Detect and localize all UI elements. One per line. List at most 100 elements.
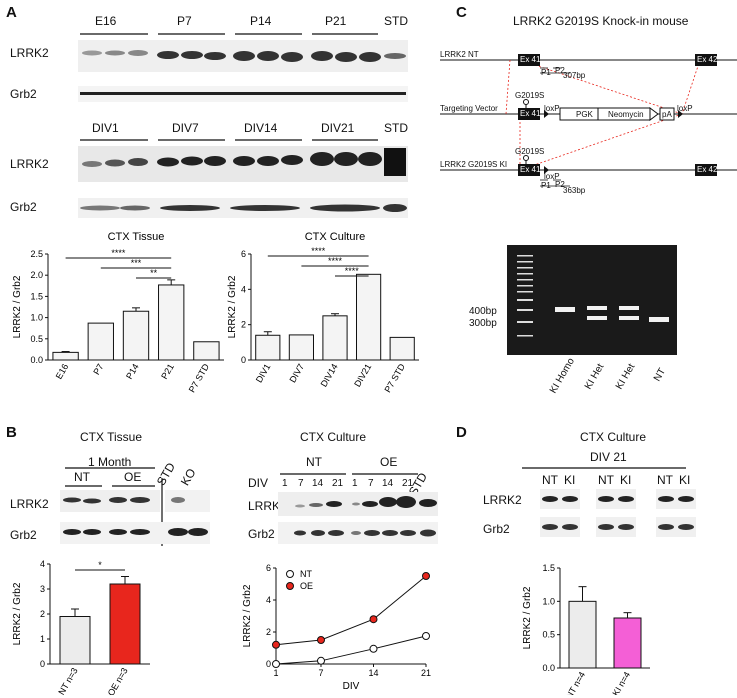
significance-label: ****: [345, 266, 360, 276]
bar: [356, 273, 382, 361]
c-307bp: 307bp: [563, 71, 586, 80]
y-tick-label: 4: [241, 284, 246, 294]
significance-label: ****: [311, 246, 326, 256]
bar: [193, 341, 220, 361]
panel-a-blots: [78, 33, 408, 218]
significance-label: ****: [328, 256, 343, 266]
b-nt-culture: NT: [306, 455, 322, 469]
x-tick-label: P7: [91, 362, 105, 377]
x-tick-label: 1: [273, 668, 278, 678]
legend-marker: [286, 582, 294, 590]
blot2-group-div14: DIV14: [244, 121, 278, 135]
y-tick-label: 0: [241, 355, 246, 365]
bar: [389, 336, 415, 361]
y-tick-label: 1: [40, 634, 45, 644]
blot1-group-std: STD: [384, 14, 408, 28]
c-gel-400bp: 400bp: [469, 306, 497, 317]
y-tick-label: 4: [266, 595, 271, 605]
y-axis-label: LRRK2 / Grb2: [227, 275, 238, 338]
legend-marker: [286, 570, 294, 578]
d-title: CTX Culture: [580, 430, 647, 444]
b-div-7a: 7: [298, 478, 304, 489]
blot1-group-p21: P21: [325, 14, 347, 28]
series-line: [275, 635, 427, 665]
y-tick-label: 2: [241, 320, 246, 330]
b-div-7b: 7: [368, 478, 374, 489]
y-axis-label: LRRK2 / Grb2: [242, 584, 253, 647]
significance-label: ****: [111, 248, 126, 258]
b-div-21b: 21: [402, 478, 414, 489]
b-oe-label: OE: [124, 470, 142, 484]
c-pgk: PGK: [576, 110, 593, 119]
x-tick-label: OE n=3: [106, 666, 130, 695]
x-tick-label: P14: [124, 362, 141, 381]
y-tick-label: 6: [241, 249, 246, 259]
c-g2019s-tv: G2019S: [515, 91, 545, 100]
series-line: [275, 575, 427, 646]
x-tick-label: 21: [421, 668, 431, 678]
c-title: LRRK2 G2019S Knock-in mouse: [513, 14, 689, 28]
significance-label: *: [98, 560, 102, 570]
c-ex41-tv: Ex 41: [520, 109, 541, 118]
b-div-1b: 1: [352, 478, 358, 489]
c-p1-nt: P1: [541, 68, 551, 77]
chart-d-bar: 0.0 0.5 1.0 1.5 LRRK2 / Grb2 NT n=4 KI n=4: [522, 563, 650, 695]
bar: [109, 583, 141, 665]
x-axis-label: DIV: [343, 681, 360, 692]
c-loxp-ki: loxP: [544, 172, 560, 181]
chart-title: CTX Culture: [305, 231, 366, 243]
chart-ctx-culture: CTX Culture 0 2 4 6 LRRK2 / Grb2 DIV1 DIV7 DIV14…: [227, 231, 419, 394]
y-tick-label: 2: [40, 609, 45, 619]
c-loxp-tv2: loxP: [677, 104, 693, 113]
bar: [255, 334, 281, 361]
c-construct-diagram: [440, 54, 737, 187]
blot2-group-div21: DIV21: [321, 121, 355, 135]
b-div-14b: 14: [382, 478, 394, 489]
y-tick-label: 0.5: [542, 630, 555, 640]
chart-b-tissue-bar: 0 1 2 3 4 LRRK2 / Grb2 NT n=3 OE n=3 *: [12, 559, 150, 695]
legend-label: OE: [300, 581, 313, 591]
x-tick-label: 14: [368, 668, 378, 678]
c-p2-nt: P2: [555, 66, 565, 75]
x-tick-label: DIV7: [287, 362, 306, 384]
x-tick-label: 7: [318, 668, 323, 678]
data-point: [369, 644, 378, 653]
b-one-month: 1 Month: [88, 455, 132, 469]
y-tick-label: 0.0: [30, 355, 43, 365]
blot1-group-p7: P7: [177, 14, 192, 28]
panel-d-letter: D: [456, 424, 467, 441]
x-tick-label: E16: [54, 362, 71, 381]
c-row-tv: Targeting Vector: [440, 104, 498, 113]
d-lane-ki-2: KI: [620, 473, 632, 487]
blot2-group-div1: DIV1: [92, 121, 119, 135]
c-lane-ki-het-1: KI Het: [583, 361, 607, 392]
legend-label: NT: [300, 569, 312, 579]
d-lane-ki-1: KI: [564, 473, 576, 487]
b-culture-blot: [278, 473, 438, 544]
data-point: [317, 656, 325, 665]
y-axis-label: LRRK2 / Grb2: [12, 275, 23, 338]
y-tick-label: 6: [266, 563, 271, 573]
c-gel-image: [507, 245, 677, 355]
y-tick-label: 1.5: [30, 291, 43, 301]
significance-label: **: [150, 268, 158, 278]
b-nt-label: NT: [74, 470, 90, 484]
d-row-grb2: Grb2: [483, 522, 510, 536]
bar: [158, 284, 185, 361]
c-row-nt: LRRK2 NT: [440, 50, 479, 59]
x-tick-label: DIV14: [319, 362, 340, 389]
significance-label: ***: [131, 258, 142, 268]
bar: [288, 334, 314, 361]
y-axis-label: LRRK2 / Grb2: [522, 586, 533, 649]
c-gel-300bp: 300bp: [469, 318, 497, 329]
b-oe-culture: OE: [380, 455, 398, 469]
x-tick-label: P21: [159, 362, 176, 381]
c-ex42-ki: Ex 42: [697, 165, 718, 174]
blot2-row-lrrk2: LRRK2: [10, 157, 49, 171]
x-tick-label: NT n=3: [56, 666, 79, 695]
bar: [122, 310, 150, 361]
y-tick-label: 0: [266, 659, 271, 669]
c-pa: pA: [662, 110, 672, 119]
c-ex41-ki: Ex 41: [520, 165, 541, 174]
y-tick-label: 1.0: [542, 596, 555, 606]
